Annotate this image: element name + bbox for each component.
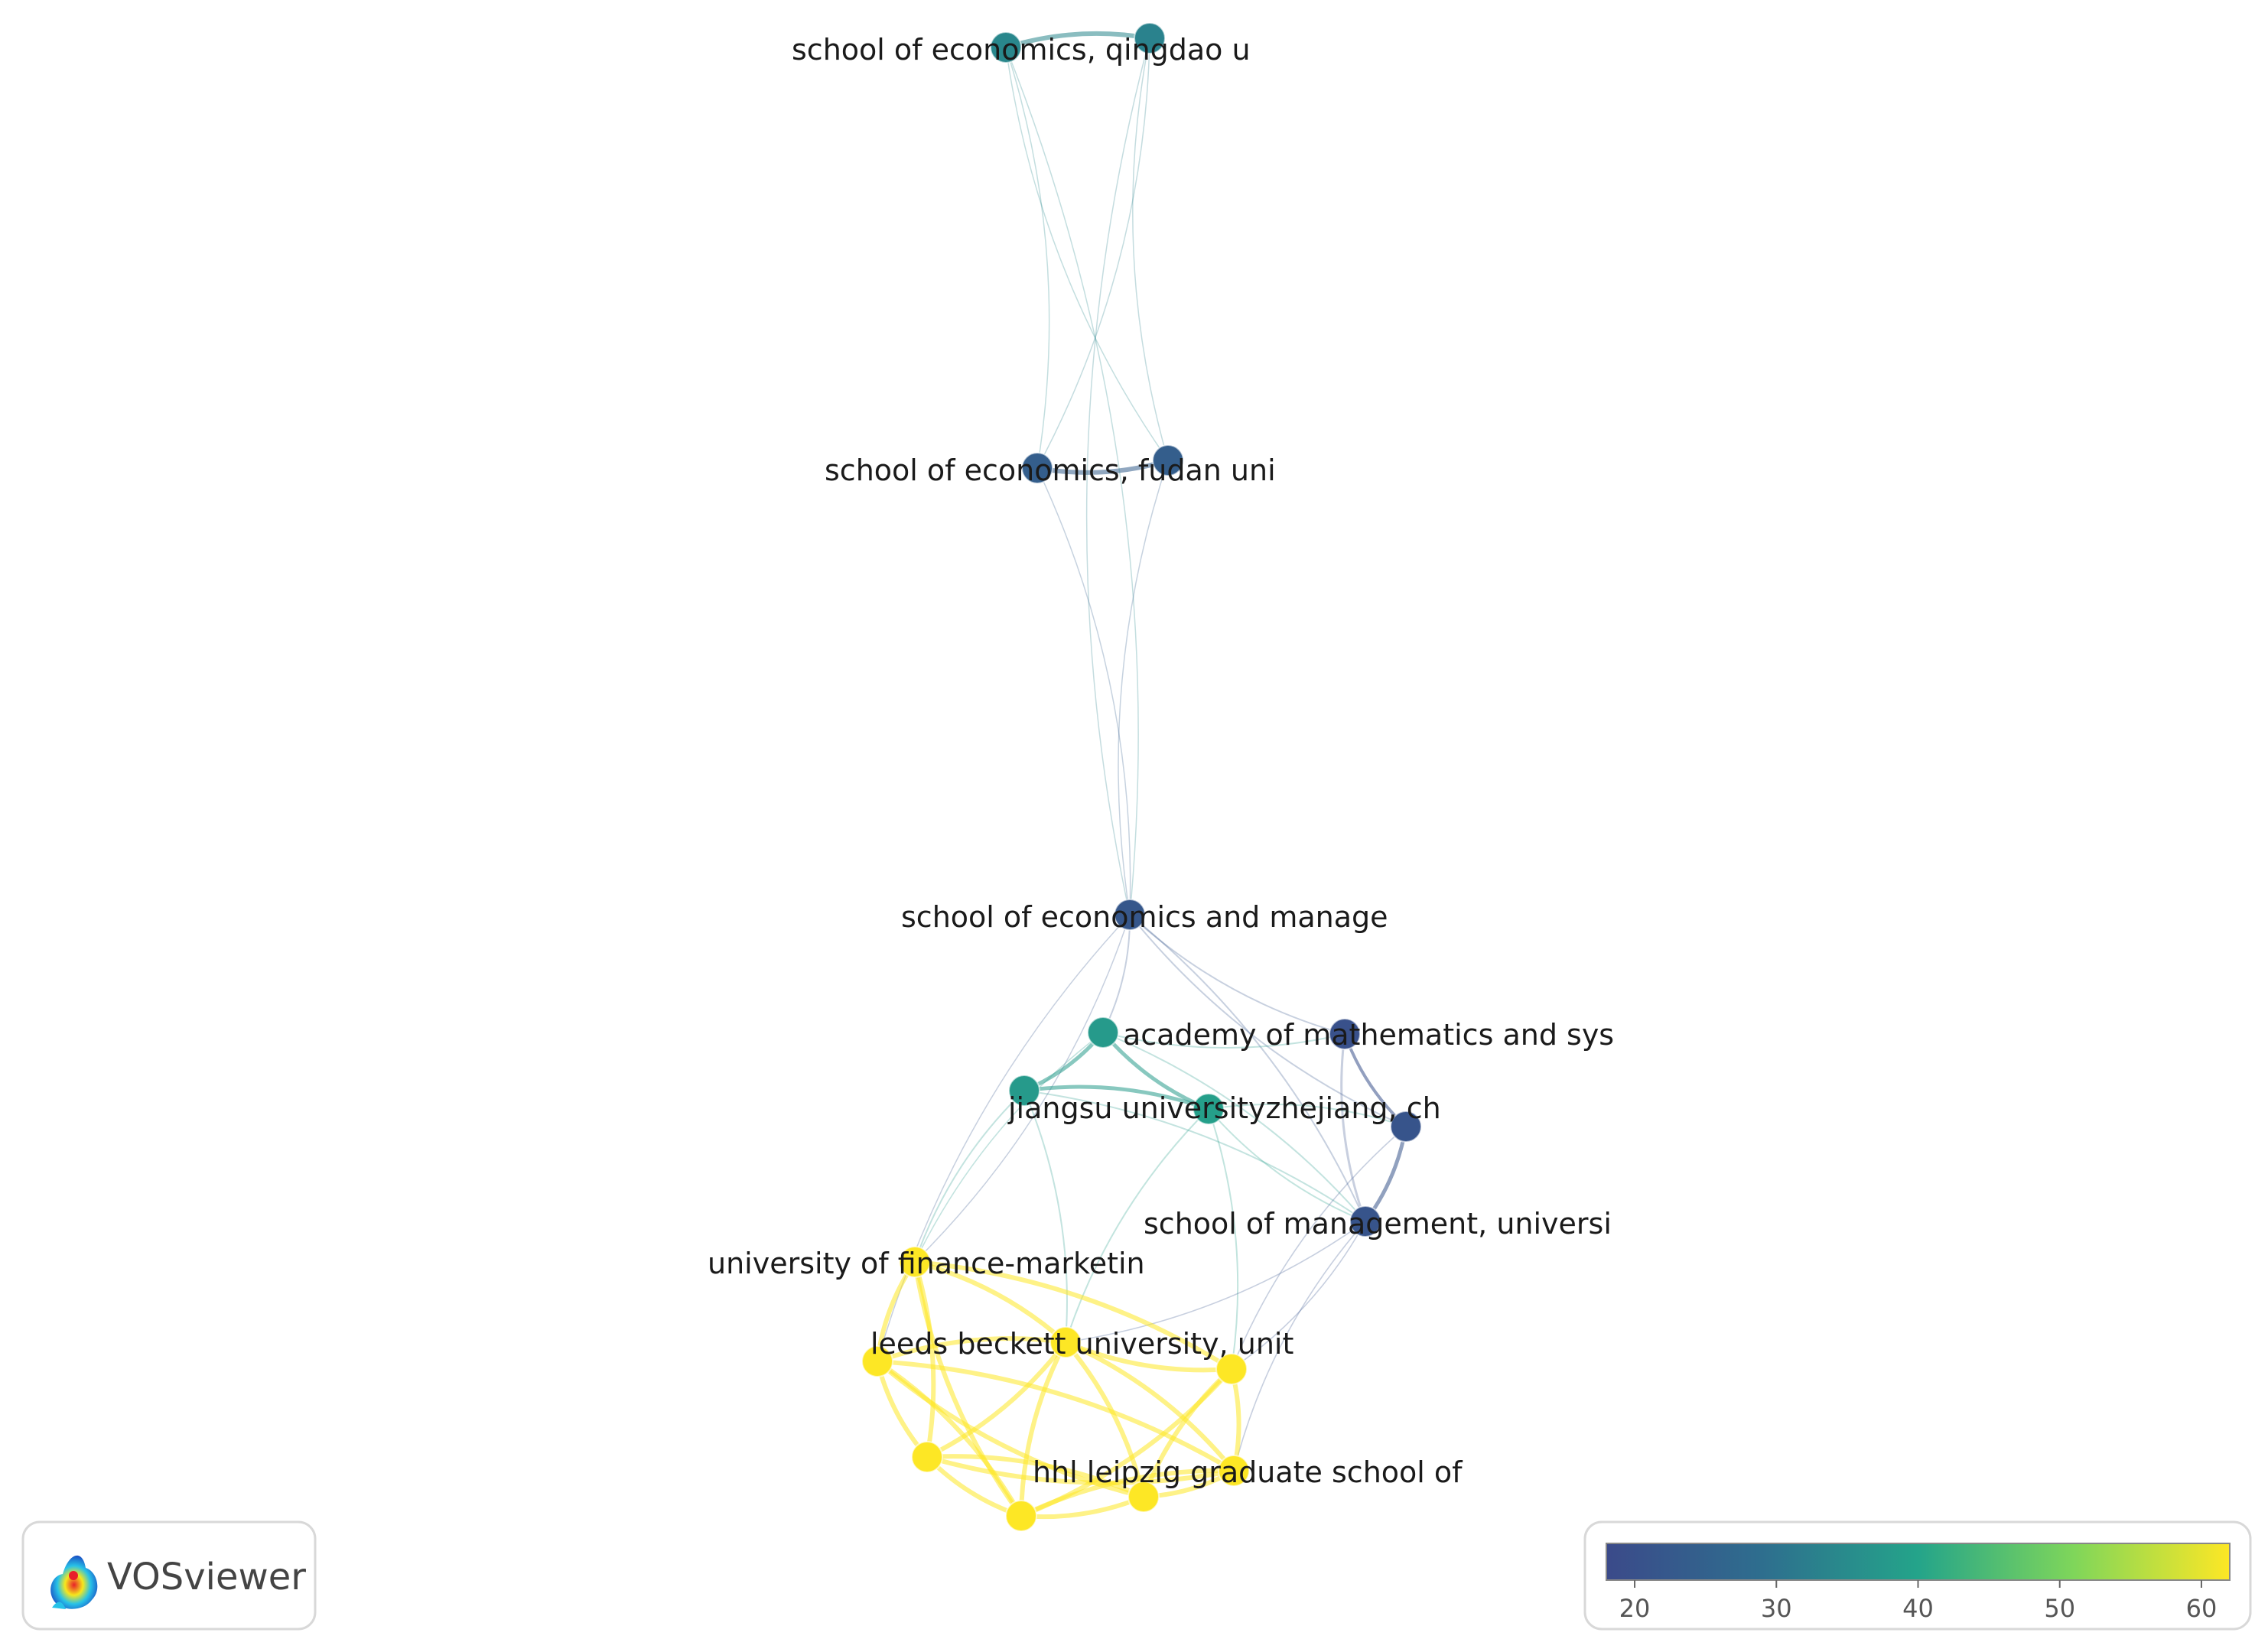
node-n16[interactable] (1215, 1353, 1248, 1385)
vosviewer-logo-icon (50, 1555, 98, 1609)
legend-tick-label-60: 60 (2186, 1594, 2218, 1623)
link-n5-n14 (877, 914, 1131, 1362)
link-n13-n18 (1019, 1341, 1068, 1517)
node-n1[interactable] (990, 31, 1022, 63)
link-n1-n4 (1005, 47, 1169, 461)
node-n19[interactable] (1127, 1481, 1160, 1513)
logo-text: VOSviewer (107, 1556, 306, 1598)
link-n6-n12 (914, 1032, 1104, 1263)
link-n9-n11 (1340, 1033, 1367, 1222)
node-label-n17[interactable]: hhl leipzig graduate school of (1033, 1455, 1463, 1489)
legend-tick-label-40: 40 (1902, 1594, 1934, 1623)
link-n14-n15 (875, 1361, 929, 1459)
link-n17-n18 (1020, 1468, 1235, 1518)
link-n8-n13 (1065, 1108, 1209, 1343)
link-n8-n16 (1208, 1108, 1239, 1370)
link-n14-n17 (877, 1359, 1235, 1473)
link-n13-n15 (926, 1341, 1068, 1459)
link-n1-n2 (1005, 31, 1150, 50)
nodes-layer (861, 22, 1422, 1532)
node-n18[interactable] (1005, 1500, 1037, 1532)
link-n12-n13 (914, 1260, 1067, 1345)
node-n3[interactable] (1021, 452, 1053, 484)
legend-tick-label-30: 30 (1761, 1594, 1792, 1623)
node-label-n5[interactable]: school of economics and manage (901, 900, 1388, 934)
node-n14[interactable] (861, 1345, 893, 1377)
node-n17[interactable] (1218, 1455, 1250, 1487)
link-n10-n16 (1231, 1126, 1407, 1370)
link-n15-n18 (925, 1455, 1022, 1518)
node-n4[interactable] (1152, 444, 1184, 476)
link-n7-n11 (1023, 1090, 1366, 1222)
link-n3-n5 (1036, 467, 1131, 915)
node-label-n12[interactable]: university of finance-marketin (708, 1247, 1145, 1280)
legend-ticks: 20 30 40 50 60 (1619, 1580, 2218, 1623)
link-n5-n10 (1129, 914, 1407, 1127)
link-n8-n11 (1208, 1108, 1366, 1222)
node-label-n3[interactable]: school of economics, fudan uni (825, 454, 1276, 487)
color-legend: 20 30 40 50 60 (1583, 1520, 2252, 1631)
node-n13[interactable] (1049, 1326, 1082, 1358)
link-n13-n14 (877, 1336, 1066, 1364)
node-label-n8[interactable]: jiangsu universityzhejiang, ch (1007, 1091, 1441, 1125)
link-n5-n11 (1129, 914, 1366, 1222)
legend-tick-label-50: 50 (2044, 1594, 2075, 1623)
link-n7-n12 (914, 1090, 1025, 1263)
node-n10[interactable] (1390, 1111, 1422, 1143)
node-label-n13[interactable]: leeds beckett university, unit (870, 1327, 1293, 1361)
legend-tick-label-20: 20 (1619, 1594, 1651, 1623)
node-label-n11[interactable]: school of management, universi (1144, 1207, 1612, 1241)
vosviewer-logo: VOSviewer (21, 1520, 317, 1631)
link-n5-n12 (914, 914, 1131, 1263)
node-n11[interactable] (1349, 1205, 1381, 1237)
link-n13-n17 (1064, 1340, 1236, 1472)
link-n7-n8 (1023, 1085, 1209, 1111)
link-n1-n3 (1005, 47, 1050, 469)
link-n15-n19 (926, 1454, 1145, 1499)
node-n6[interactable] (1087, 1016, 1119, 1049)
link-n11-n17 (1233, 1221, 1366, 1472)
link-n2-n3 (1036, 37, 1150, 469)
node-n12[interactable] (899, 1246, 931, 1278)
link-n11-n16 (1231, 1221, 1366, 1370)
link-n4-n5 (1118, 460, 1169, 915)
link-n5-n9 (1129, 914, 1346, 1035)
node-n5[interactable] (1114, 899, 1146, 931)
node-n9[interactable] (1329, 1018, 1361, 1050)
legend-color-bar (1606, 1543, 2231, 1581)
link-n7-n13 (1023, 1090, 1068, 1343)
link-n2-n5 (1085, 37, 1150, 915)
labels-layer: school of economics, qingdao u school of … (708, 33, 1614, 1489)
node-n15[interactable] (911, 1441, 943, 1473)
node-n7[interactable] (1008, 1075, 1040, 1107)
node-n2[interactable] (1134, 22, 1166, 54)
link-n15-n17 (926, 1455, 1235, 1485)
logo-frame (21, 1520, 317, 1631)
node-label-n6[interactable]: academy of mathematics and sys (1123, 1018, 1614, 1052)
link-n8-n10 (1208, 1103, 1407, 1127)
link-n6-n9 (1102, 1032, 1346, 1049)
link-n6-n11 (1102, 1032, 1366, 1222)
link-n1-n5 (1005, 47, 1139, 915)
node-n8[interactable] (1193, 1093, 1225, 1125)
node-label-n1[interactable]: school of economics, qingdao u (792, 33, 1251, 67)
link-n11-n13 (1065, 1221, 1366, 1343)
links-layer (875, 31, 1408, 1520)
link-n2-n4 (1132, 37, 1169, 461)
link-n12-n16 (914, 1260, 1233, 1371)
